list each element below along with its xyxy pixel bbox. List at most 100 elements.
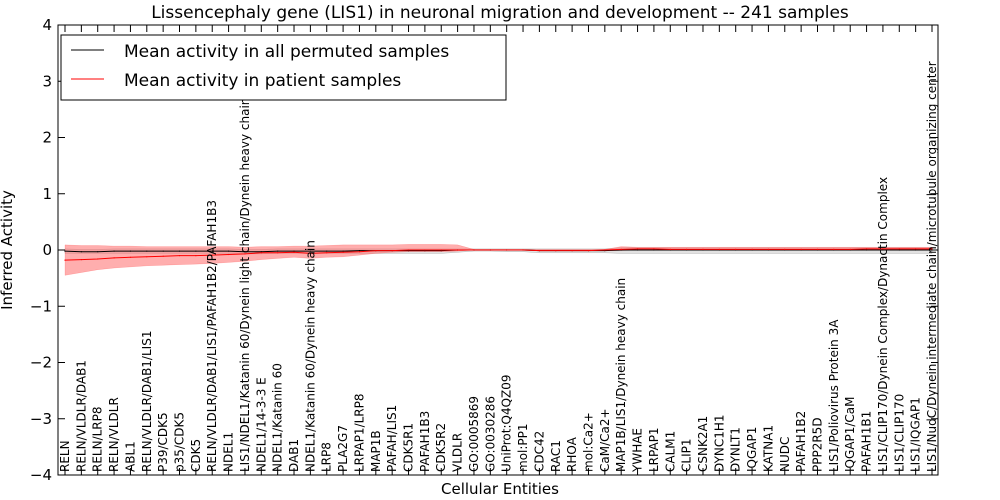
x-tick-label: NDEL1/Katanin 60/Dynein heavy chain (303, 240, 317, 472)
point-patient (489, 249, 491, 251)
y-tick-label: 1 (42, 185, 52, 203)
point-patient (424, 249, 426, 251)
x-tick-label: mol:Ca2+ (582, 412, 596, 472)
x-tick-label: CDK5R1 (402, 423, 416, 472)
point-patient (146, 256, 148, 258)
x-tick-label: PAFAH1B2 (794, 411, 808, 472)
point-patient (816, 248, 819, 250)
point-permuted (277, 250, 279, 252)
point-patient (64, 259, 66, 261)
x-tick-label: LIS1/NudC/Dynein intermediate chain/micr… (925, 61, 939, 472)
x-tick-label: UniProt:Q4QZ09 (500, 374, 514, 472)
y-tick-label: 2 (42, 129, 52, 147)
point-patient (849, 248, 851, 250)
point-patient (620, 248, 622, 250)
point-patient (440, 249, 442, 251)
x-tick-label: RELN/VLDLR/DAB1/LIS1/PAFAH1B2/PAFAH1B3 (205, 200, 219, 472)
x-tick-label: PLA2G7 (336, 425, 350, 472)
x-tick-label: NDEL1/14-3-3 E (254, 377, 268, 472)
series-lines (64, 248, 933, 261)
point-patient (129, 256, 131, 258)
point-patient (277, 252, 279, 254)
x-tick-label: NDEL1/Katanin 60 (271, 363, 285, 472)
x-tick-label: CDC42 (532, 431, 546, 472)
point-patient (751, 248, 753, 250)
x-tick-label: LIS1/IQGAP1 (909, 397, 923, 472)
chart-title: Lissencephaly gene (LIS1) in neuronal mi… (151, 3, 849, 23)
x-tick-label: RELN/VLDLR/DAB1/LIS1 (140, 331, 154, 472)
legend-box (60, 34, 507, 101)
x-tick-label: GO:0030286 (483, 396, 497, 472)
x-tick-label: LIS1/Poliovirus Protein 3A (827, 319, 841, 472)
point-patient (391, 250, 393, 252)
point-permuted (113, 250, 115, 252)
point-permuted (195, 250, 197, 252)
point-patient (587, 250, 590, 252)
x-tick-label: IQGAP1 (745, 427, 759, 472)
x-tick-label: MAP1B (369, 430, 383, 472)
point-permuted (146, 250, 148, 252)
point-patient (195, 255, 197, 257)
point-patient (718, 248, 720, 250)
y-tick-label: −4 (30, 466, 52, 484)
point-permuted (260, 251, 262, 253)
legend: Mean activity in all permuted samples Me… (60, 34, 507, 101)
point-permuted (228, 250, 230, 252)
x-tick-label: CLIP1 (680, 439, 694, 472)
point-patient (571, 250, 573, 252)
point-patient (342, 251, 344, 253)
point-permuted (129, 250, 131, 252)
point-patient (228, 253, 230, 256)
point-patient (800, 248, 802, 250)
y-tick-label: 4 (42, 16, 52, 34)
point-permuted (309, 250, 311, 252)
point-patient (407, 249, 410, 251)
point-patient (833, 248, 835, 250)
point-patient (882, 248, 884, 250)
point-patient (293, 251, 295, 253)
point-patient (178, 255, 181, 257)
point-patient (309, 252, 311, 254)
x-tick-label: LRPAP1/LRP8 (353, 393, 367, 472)
x-tick-label: p35/CDK5 (173, 412, 187, 472)
x-tick-label: PAFAH/LIS1 (385, 405, 399, 472)
x-tick-label: GO:0005869 (467, 396, 481, 472)
x-tick-label: NDEL1 (222, 432, 236, 472)
point-patient (931, 248, 933, 250)
x-tick-label: IQGAP1/CaM (843, 397, 857, 473)
x-tick-label: CSNK2A1 (696, 416, 710, 472)
x-tick-label: YWHAE (631, 428, 645, 473)
x-tick-label: CDK5R2 (434, 423, 448, 472)
point-patient (686, 248, 688, 250)
x-tick-label: LIS1/CLIP170 (892, 394, 906, 472)
x-tick-label: RELN/VLDLR (107, 397, 121, 472)
x-tick-label: DYNC1H1 (712, 414, 726, 472)
x-tick-label: PAFAH1B1 (860, 411, 874, 472)
x-tick-label: CaM/Ca2+ (598, 408, 612, 472)
point-patient (473, 249, 475, 251)
y-tick-label: −2 (30, 354, 52, 372)
point-patient (636, 248, 639, 250)
y-tick-label: −1 (30, 297, 52, 315)
point-patient (784, 248, 786, 250)
point-permuted (80, 251, 82, 253)
point-permuted (97, 251, 99, 253)
point-patient (162, 255, 164, 257)
point-patient (702, 248, 704, 250)
point-permuted (64, 250, 66, 252)
line-patient (64, 248, 932, 261)
point-patient (915, 248, 917, 250)
x-tick-label: RELN (58, 440, 72, 472)
x-tick-label: mol:PP1 (516, 423, 530, 472)
y-tick-label: 0 (42, 241, 52, 259)
point-permuted (866, 249, 868, 251)
x-tick-label: PAFAH1B3 (418, 411, 432, 472)
legend-label-patient: Mean activity in patient samples (124, 71, 401, 91)
x-tick-label: NUDC (778, 437, 792, 472)
point-permuted (636, 249, 639, 251)
point-patient (244, 253, 246, 255)
point-patient (80, 259, 82, 261)
point-permuted (915, 249, 917, 251)
x-tick-label: DAB1 (287, 439, 301, 472)
